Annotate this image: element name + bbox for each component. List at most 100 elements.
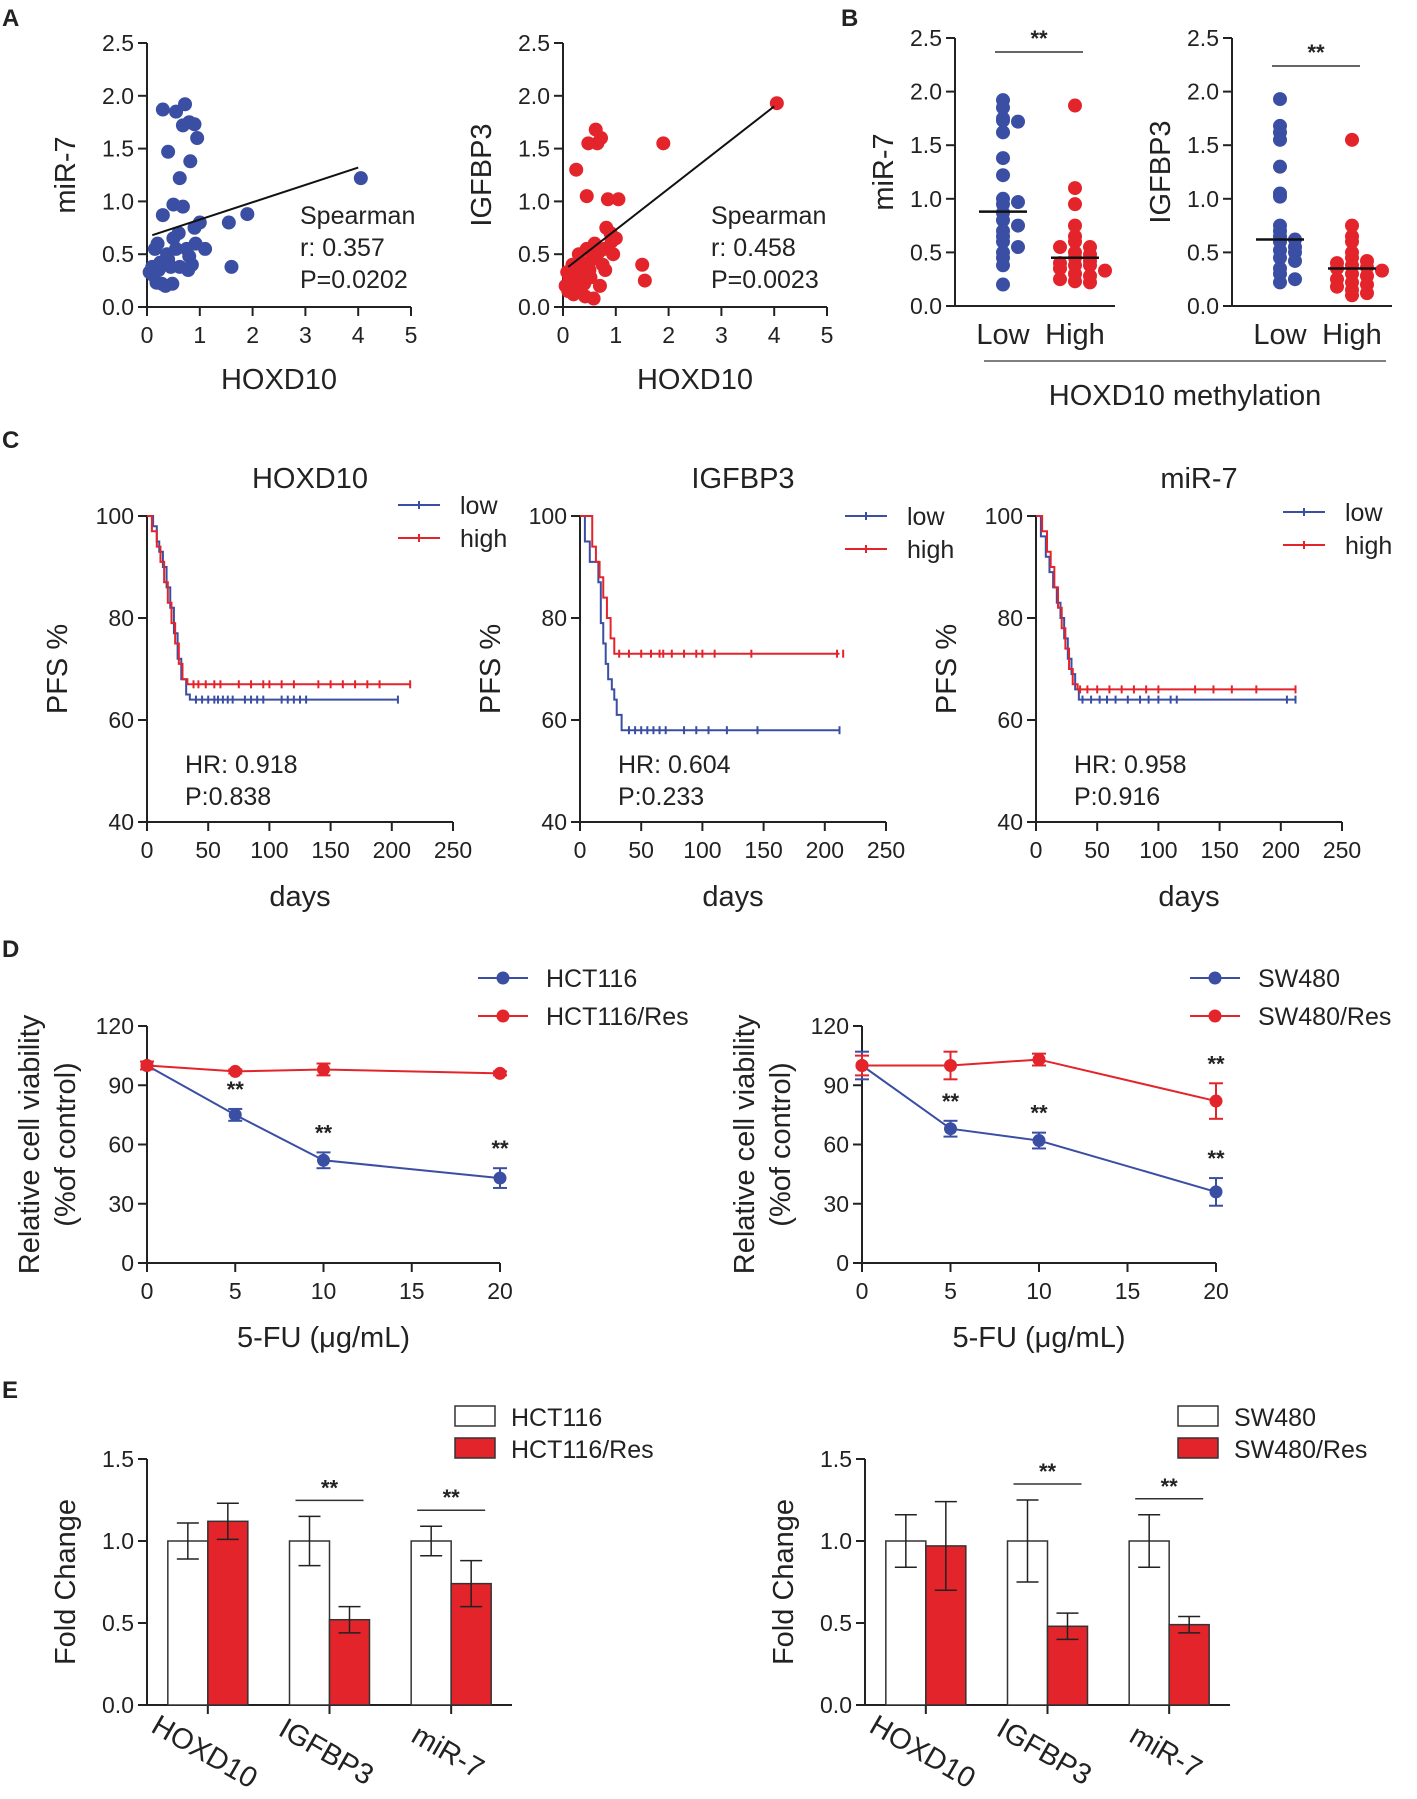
data-point xyxy=(1288,253,1302,268)
data-point xyxy=(493,1066,507,1080)
data-point xyxy=(184,257,199,272)
y-tick-label: 2.5 xyxy=(910,25,942,51)
y-tick-label: 0.5 xyxy=(910,239,942,265)
data-point xyxy=(1068,98,1082,113)
data-point xyxy=(1273,159,1287,174)
y-axis-title-line1: Relative cell viability xyxy=(729,1014,761,1274)
bar-SW480-Res xyxy=(1168,1623,1210,1706)
data-point xyxy=(1068,274,1082,289)
p-value: P:0.233 xyxy=(618,783,704,811)
data-point xyxy=(1209,1185,1223,1199)
data-point xyxy=(996,258,1010,273)
data-point xyxy=(1273,250,1287,265)
data-point xyxy=(1053,240,1067,255)
data-point xyxy=(579,189,594,204)
data-point xyxy=(183,154,198,169)
data-point xyxy=(1032,1134,1046,1148)
significance-marker: ** xyxy=(1030,1101,1048,1126)
significance-marker: ** xyxy=(1207,1051,1225,1076)
chart-title: IGFBP3 xyxy=(691,463,794,495)
panel-label-c: C xyxy=(2,427,19,454)
category-label: High xyxy=(1045,319,1105,351)
spearman-label: Spearman xyxy=(711,202,826,230)
bar-HCT116 xyxy=(410,1540,452,1706)
x-tick-label: 150 xyxy=(311,837,349,863)
y-tick-label: 40 xyxy=(108,809,134,835)
y-tick-label: 1.5 xyxy=(820,1446,852,1472)
spearman-r: r: 0.458 xyxy=(711,234,796,262)
data-point xyxy=(996,100,1010,115)
hazard-ratio: HR: 0.958 xyxy=(1074,751,1187,779)
data-point xyxy=(1098,263,1112,278)
y-tick-label: 80 xyxy=(108,605,134,631)
legend-label: SW480 xyxy=(1258,965,1340,993)
y-tick-label: 60 xyxy=(108,707,134,733)
x-tick-label: 100 xyxy=(683,837,721,863)
data-point xyxy=(1011,195,1025,210)
significance-marker: ** xyxy=(443,1485,461,1510)
x-tick-label: 10 xyxy=(1026,1278,1052,1304)
y-tick-label: 0.5 xyxy=(518,241,550,267)
bar-HCT116-Res xyxy=(207,1520,249,1706)
data-point xyxy=(608,231,623,246)
data-point xyxy=(140,1059,154,1072)
significance-marker: ** xyxy=(1307,40,1325,65)
x-tick-label: 2 xyxy=(662,322,675,348)
panel-label-b: B xyxy=(841,5,858,32)
hazard-ratio: HR: 0.604 xyxy=(618,751,731,779)
category-label: Low xyxy=(976,319,1030,351)
x-tick-label: 0 xyxy=(574,837,587,863)
x-tick-label: 4 xyxy=(768,322,781,348)
y-tick-label: 40 xyxy=(541,809,567,835)
data-point xyxy=(1011,240,1025,255)
significance-marker: ** xyxy=(1207,1146,1225,1171)
data-point xyxy=(944,1122,957,1136)
regression-line xyxy=(567,105,775,268)
legend-label: HCT116/Res xyxy=(546,1003,689,1031)
data-point xyxy=(317,1153,330,1167)
y-tick-label: 0.0 xyxy=(518,294,550,320)
x-axis-title: days xyxy=(702,881,763,913)
series-line-0 xyxy=(146,1064,501,1180)
data-point xyxy=(996,113,1010,128)
data-point xyxy=(228,1108,242,1122)
bar-SW480 xyxy=(885,1540,927,1706)
data-point xyxy=(228,1064,242,1078)
legend-label: HCT116 xyxy=(511,1404,602,1432)
x-tick-label: 10 xyxy=(311,1278,337,1304)
legend-swatch xyxy=(1177,1437,1219,1459)
data-point xyxy=(1330,279,1344,294)
y-tick-label: 0.0 xyxy=(102,1692,134,1718)
data-point xyxy=(171,226,186,241)
y-tick-label: 1.5 xyxy=(102,136,134,162)
y-tick-label: 1.0 xyxy=(820,1528,852,1554)
x-tick-label: 5 xyxy=(405,322,418,348)
spearman-label: Spearman xyxy=(300,202,415,230)
data-point xyxy=(161,144,176,159)
data-point xyxy=(1345,218,1359,233)
km-curve-high xyxy=(147,515,411,686)
data-point xyxy=(594,131,609,146)
y-axis-title: miR-7 xyxy=(868,133,900,210)
y-tick-label: 100 xyxy=(529,503,567,529)
data-point xyxy=(635,257,650,272)
y-tick-label: 2.5 xyxy=(518,30,550,56)
data-point xyxy=(1083,275,1097,290)
data-point xyxy=(606,247,621,262)
data-point xyxy=(1209,1094,1223,1108)
category-label: miR-7 xyxy=(1124,1719,1207,1785)
data-point xyxy=(1053,261,1067,276)
x-tick-label: 150 xyxy=(744,837,782,863)
data-point xyxy=(1273,189,1287,204)
x-tick-label: 250 xyxy=(1323,837,1361,863)
data-point xyxy=(1345,234,1359,249)
x-tick-label: 4 xyxy=(352,322,365,348)
y-tick-label: 0 xyxy=(121,1250,134,1276)
data-point xyxy=(1288,272,1302,287)
y-tick-label: 0.5 xyxy=(102,241,134,267)
legend-marker xyxy=(1208,971,1222,985)
x-axis-title: 5-FU (μg/mL) xyxy=(237,1322,410,1354)
x-tick-label: 150 xyxy=(1200,837,1238,863)
y-tick-label: 0 xyxy=(836,1250,849,1276)
x-tick-label: 5 xyxy=(821,322,834,348)
